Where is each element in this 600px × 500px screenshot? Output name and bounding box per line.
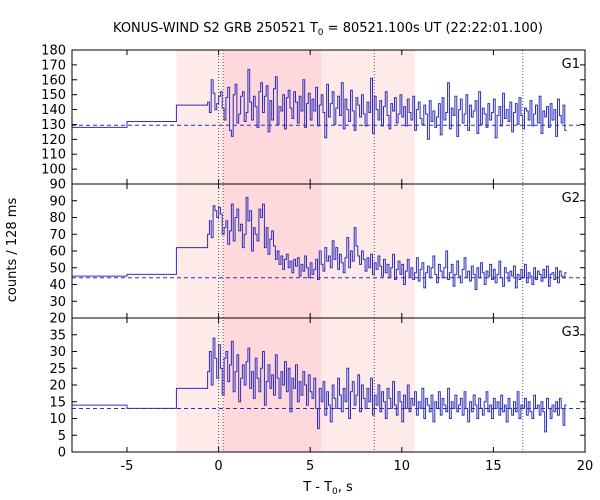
interval-bands	[176, 50, 415, 452]
x-tick-label: 20	[577, 459, 594, 474]
x-axis: -5 0 5 10 15 20	[120, 459, 593, 474]
x-axis-label: T - T0, s	[302, 480, 353, 497]
x-tick-label: 5	[306, 459, 314, 474]
y-tick-label: 90	[49, 178, 66, 193]
y-tick-label: 30	[49, 295, 66, 310]
y-tick-label: 10	[49, 412, 66, 427]
y-tick-label: 60	[49, 245, 66, 260]
x-tick-label: 0	[214, 459, 222, 474]
y-tick-label: 110	[41, 148, 66, 163]
x-tick-label: 15	[485, 459, 502, 474]
y-tick-label: 15	[49, 395, 66, 410]
panel-label-g1: G1	[562, 57, 580, 72]
light-curve-g2	[72, 196, 567, 290]
y-tick-label: 5	[58, 429, 66, 444]
y-tick-label: 20	[49, 312, 66, 327]
y-tick-label: 70	[49, 228, 66, 243]
y-tick-label: 180	[41, 44, 66, 59]
y-tick-label: 50	[49, 261, 66, 276]
y-tick-label: 40	[49, 278, 66, 293]
panel-label-g2: G2	[562, 191, 580, 206]
y-tick-label: 170	[41, 58, 66, 73]
x-tick-label: -5	[120, 459, 133, 474]
y-tick-label: 140	[41, 103, 66, 118]
x-tick-label: 10	[394, 459, 411, 474]
light-curve-g1	[72, 68, 567, 140]
y-tick-label: 160	[41, 73, 66, 88]
y-tick-label: 120	[41, 133, 66, 148]
y-tick-label: 130	[41, 118, 66, 133]
y-tick-label: 80	[49, 211, 66, 226]
y-tick-label: 90	[49, 194, 66, 209]
y-tick-label: 0	[58, 446, 66, 461]
y-tick-label: 35	[49, 328, 66, 343]
y-tick-label: 25	[49, 362, 66, 377]
y-tick-label: 20	[49, 379, 66, 394]
chart-title: KONUS-WIND S2 GRB 250521 T0 = 80521.100s…	[113, 21, 543, 38]
panel-label-g3: G3	[562, 325, 580, 340]
panel-frames	[71, 49, 586, 453]
panels: 90100110120130140150160170180G1203040506…	[41, 44, 586, 461]
y-tick-label: 30	[49, 345, 66, 360]
y-tick-label: 100	[41, 163, 66, 178]
y-tick-label: 150	[41, 88, 66, 103]
panel-frame-3	[71, 317, 586, 453]
y-axis-label: counts / 128 ms	[5, 198, 20, 303]
vertical-markers	[218, 50, 524, 452]
light-curve-g3	[72, 337, 567, 433]
